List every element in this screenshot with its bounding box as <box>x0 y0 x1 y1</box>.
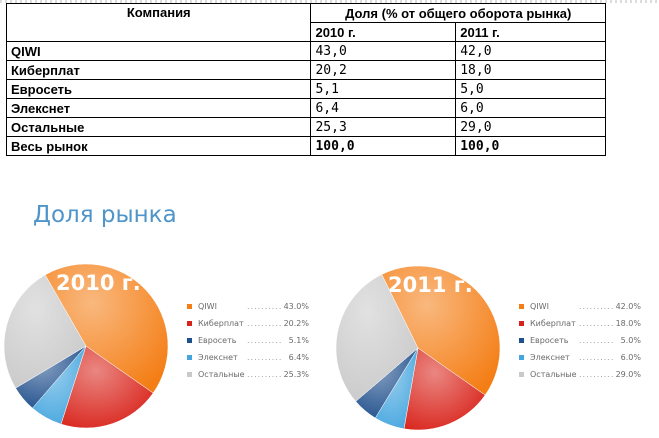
legend-label: Элекснет <box>198 353 238 362</box>
pie-slice-1 <box>403 347 486 431</box>
legend-leader-dots: .......................... <box>247 336 283 345</box>
legend-value: 5.0% <box>620 336 641 345</box>
legend-item: Евросеть.......................... 5.0% <box>519 336 645 353</box>
legend-leader-dots: .......................... <box>247 302 283 311</box>
header-year-2010: 2010 г. <box>310 22 457 42</box>
table-total-row: Весь рынок 100,0 100,0 <box>5 136 606 156</box>
legend-value: 18.0% <box>615 319 641 328</box>
pie-slice-1 <box>60 345 154 429</box>
table-row: Евросеть 5,1 5,0 <box>5 79 606 99</box>
pie-year-label: 2010 г. <box>56 271 141 295</box>
legend-label: Киберплат <box>530 319 576 328</box>
table-row: Киберплат 20,2 18,0 <box>5 60 606 80</box>
legend-value: 29.0% <box>615 370 641 379</box>
legend-label: Остальные <box>530 370 577 379</box>
legend-leader-dots: .......................... <box>579 302 615 311</box>
legend-leader-dots: .......................... <box>579 370 615 379</box>
header-year-2011: 2011 г. <box>455 22 606 42</box>
pie-slice-5 <box>44 263 169 394</box>
share-2010-cell: 43,0 <box>310 41 457 61</box>
legend-swatch <box>519 304 524 309</box>
header-company: Компания <box>5 3 312 42</box>
legend-label: QIWI <box>530 302 549 311</box>
legend-leader-dots: .......................... <box>247 370 283 379</box>
company-cell: Элекснет <box>5 98 312 118</box>
legend-item: Остальные..........................29.0% <box>519 370 645 387</box>
legend-swatch <box>187 304 192 309</box>
table-row: Остальные 25,3 29,0 <box>5 117 606 137</box>
pie-year-label: 2011 г. <box>388 273 473 297</box>
share-2011-cell: 42,0 <box>455 41 606 61</box>
pie-slice-4 <box>335 274 419 402</box>
legend-swatch <box>519 338 524 343</box>
legend-item: Евросеть.......................... 5.1% <box>187 336 313 353</box>
share-2010-cell: 6,4 <box>310 98 457 118</box>
legend-value: 42.0% <box>615 302 641 311</box>
legend-item: Элекснет.......................... 6.4% <box>187 353 313 370</box>
legend-swatch <box>187 355 192 360</box>
legend-swatch <box>519 372 524 377</box>
legend-leader-dots: .......................... <box>579 319 615 328</box>
legend-swatch <box>187 372 192 377</box>
legend-leader-dots: .......................... <box>247 319 283 328</box>
market-share-table: Компания Доля (% от общего оборота рынка… <box>5 3 606 156</box>
legend-label: Евросеть <box>198 336 237 345</box>
cropped-text-edge <box>0 0 659 3</box>
legend-2010: QIWI..........................43.0%Кибер… <box>187 302 313 387</box>
legend-value: 6.0% <box>620 353 641 362</box>
legend-item: Киберплат..........................18.0% <box>519 319 645 336</box>
legend-label: Киберплат <box>198 319 244 328</box>
table-header-row: Компания Доля (% от общего оборота рынка… <box>5 3 606 42</box>
legend-label: QIWI <box>198 302 217 311</box>
legend-item: QIWI..........................42.0% <box>519 302 645 319</box>
legend-label: Элекснет <box>530 353 570 362</box>
share-2011-cell: 100,0 <box>455 136 606 156</box>
company-cell: Киберплат <box>5 60 312 80</box>
legend-item: Элекснет.......................... 6.0% <box>519 353 645 370</box>
company-cell: Евросеть <box>5 79 312 99</box>
legend-swatch <box>519 321 524 326</box>
legend-swatch <box>187 338 192 343</box>
company-cell: Остальные <box>5 117 312 137</box>
legend-item: Остальные..........................25.3% <box>187 370 313 387</box>
legend-item: QIWI..........................43.0% <box>187 302 313 319</box>
legend-value: 6.4% <box>288 353 309 362</box>
legend-swatch <box>519 355 524 360</box>
share-2011-cell: 5,0 <box>455 79 606 99</box>
share-2011-cell: 6,0 <box>455 98 606 118</box>
legend-label: Остальные <box>198 370 245 379</box>
legend-leader-dots: .......................... <box>579 353 615 362</box>
share-2010-cell: 5,1 <box>310 79 457 99</box>
pie-chart-2011: 2011 г. <box>335 265 501 431</box>
share-2010-cell: 100,0 <box>310 136 457 156</box>
share-2011-cell: 18,0 <box>455 60 606 80</box>
share-2011-cell: 29,0 <box>455 117 606 137</box>
pie-chart-2010: 2010 г. <box>3 263 169 429</box>
legend-leader-dots: .......................... <box>247 353 283 362</box>
legend-value: 25.3% <box>283 370 309 379</box>
legend-value: 20.2% <box>283 319 309 328</box>
legend-swatch <box>187 321 192 326</box>
legend-2011: QIWI..........................42.0%Кибер… <box>519 302 645 387</box>
company-cell: QIWI <box>5 41 312 61</box>
market-share-title: Доля рынка <box>33 202 177 228</box>
legend-label: Евросеть <box>530 336 569 345</box>
table-row: QIWI 43,0 42,0 <box>5 41 606 61</box>
pie-slice-4 <box>3 274 87 389</box>
legend-leader-dots: .......................... <box>579 336 615 345</box>
legend-item: Киберплат..........................20.2% <box>187 319 313 336</box>
pie-slice-5 <box>381 265 501 396</box>
legend-value: 5.1% <box>288 336 309 345</box>
company-cell: Весь рынок <box>5 136 312 156</box>
share-2010-cell: 20,2 <box>310 60 457 80</box>
share-2010-cell: 25,3 <box>310 117 457 137</box>
table-row: Элекснет 6,4 6,0 <box>5 98 606 118</box>
legend-value: 43.0% <box>283 302 309 311</box>
header-share: Доля (% от общего оборота рынка) <box>310 3 606 23</box>
